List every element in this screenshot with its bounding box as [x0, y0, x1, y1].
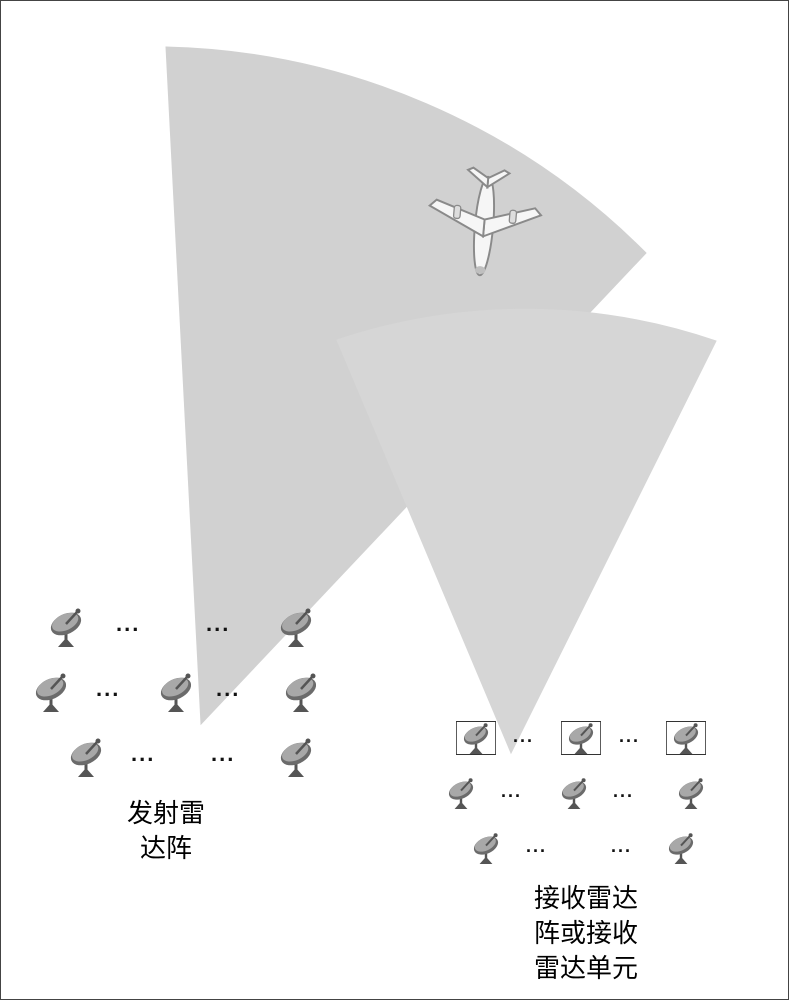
- radar-dish-icon: [61, 736, 111, 776]
- tx-label-line1: 发射雷: [127, 798, 205, 828]
- radar-dish-icon: [561, 721, 601, 753]
- rx-label-line2: 阵或接收: [534, 918, 638, 948]
- radar-dish-icon: [661, 831, 701, 863]
- ellipsis-icon: ...: [513, 726, 534, 747]
- ellipsis-icon: ...: [613, 781, 634, 802]
- ellipsis-icon: ...: [96, 676, 120, 702]
- tx-beam: [166, 47, 646, 724]
- radar-dish-icon: [271, 606, 321, 646]
- ellipsis-icon: ...: [116, 611, 140, 637]
- radar-dish-icon: [276, 671, 326, 711]
- ellipsis-icon: ...: [211, 741, 235, 767]
- ellipsis-icon: ...: [619, 726, 640, 747]
- ellipsis-icon: ...: [206, 611, 230, 637]
- radar-dish-icon: [41, 606, 91, 646]
- radar-dish-icon: [26, 671, 76, 711]
- ellipsis-icon: ...: [131, 741, 155, 767]
- ellipsis-icon: ...: [216, 676, 240, 702]
- ellipsis-icon: ...: [501, 781, 522, 802]
- tx-array-label: 发射雷 达阵: [96, 796, 236, 866]
- rx-array-label: 接收雷达 阵或接收 雷达单元: [501, 881, 671, 986]
- radar-dish-icon: [271, 736, 321, 776]
- radar-dish-icon: [441, 776, 481, 808]
- airplane-icon: [419, 161, 539, 281]
- radar-dish-icon: [466, 831, 506, 863]
- radar-dish-icon: [554, 776, 594, 808]
- radar-dish-icon: [671, 776, 711, 808]
- radar-dish-icon: [456, 721, 496, 753]
- tx-label-line2: 达阵: [140, 833, 192, 863]
- rx-label-line1: 接收雷达: [534, 883, 638, 913]
- rx-beam: [337, 309, 716, 753]
- diagram-canvas: ......: [0, 0, 789, 1000]
- ellipsis-icon: ...: [526, 836, 547, 857]
- radar-dish-icon: [151, 671, 201, 711]
- rx-label-line3: 雷达单元: [534, 953, 638, 983]
- radar-dish-icon: [666, 721, 706, 753]
- ellipsis-icon: ...: [611, 836, 632, 857]
